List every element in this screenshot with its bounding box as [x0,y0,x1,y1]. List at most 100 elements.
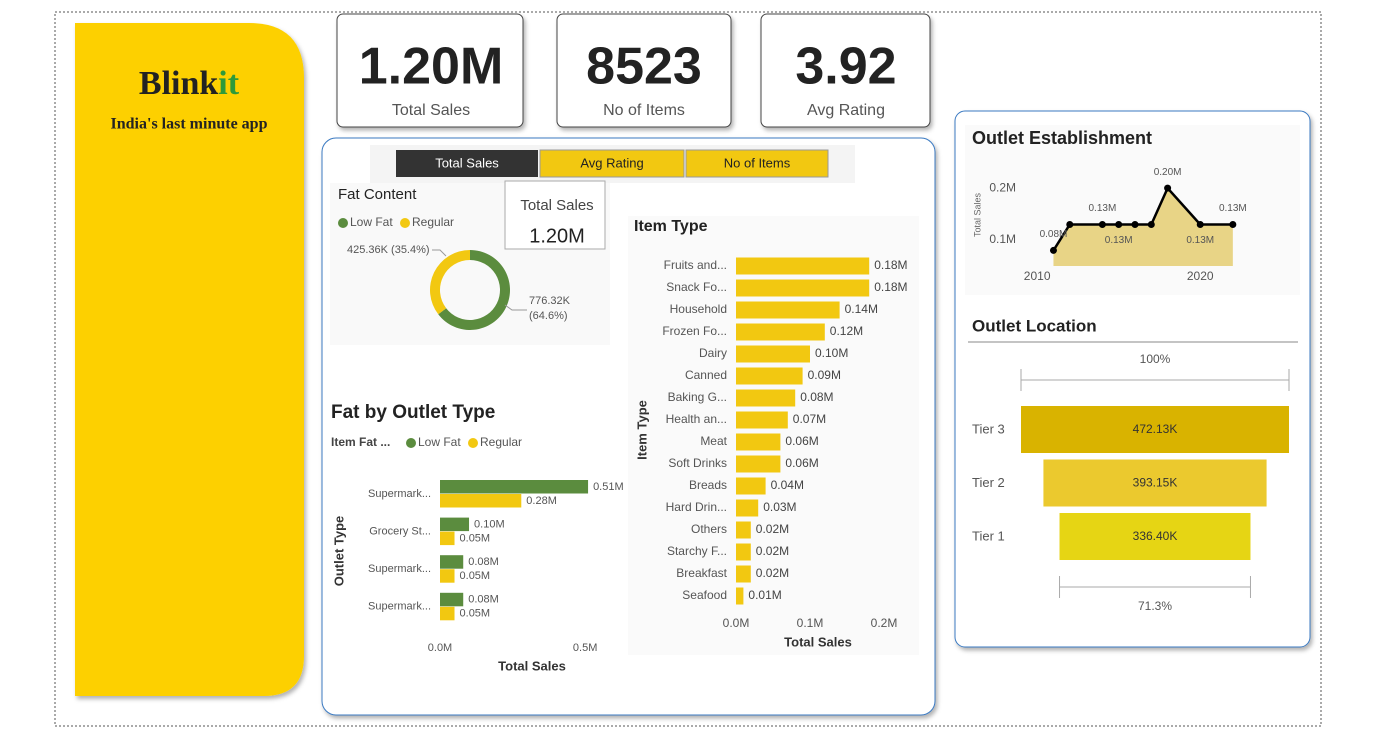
kpi-card [760,13,931,128]
data-label: 0.13M [1105,235,1133,246]
button-label[interactable]: Avg Rating [580,155,643,170]
data-label: 0.13M [1088,203,1116,214]
y-tick-label: Dairy [699,346,727,360]
point [1066,220,1074,228]
card-value: 1.20M [529,225,585,247]
x-tick-label: 0.5M [573,642,597,654]
funnel-bar [1021,406,1289,453]
data-label: 0.08M [1040,229,1068,240]
y-tick-label: Household [670,302,727,316]
kpi-card [336,13,524,128]
bar [736,433,781,451]
x-tick-label: 2020 [1187,269,1214,283]
bar [440,569,455,583]
x-axis-label: Total Sales [498,658,566,673]
data-label: 0.20M [1154,167,1182,178]
y-tick-label: 0.1M [989,232,1016,246]
card [504,180,606,250]
chart-title: Outlet Location [972,316,1097,335]
point [1147,220,1155,228]
y-tick-label: Grocery St... [369,526,431,538]
category-label: Tier 2 [972,475,1005,490]
funnel-bar [1043,459,1267,507]
bar [736,279,870,297]
bar [736,301,840,319]
y-axis-label: Total Sales [972,192,982,237]
data-label: 0.02M [756,566,789,580]
y-tick-label: Meat [700,434,727,448]
legend-label: Regular [480,435,522,449]
x-tick-label: 0.0M [723,616,750,630]
brand-part: Blink [139,65,218,102]
data-label: 0.18M [874,280,907,294]
data-label: 0.10M [815,346,848,360]
leader-line [504,304,527,311]
legend-dot [468,438,478,448]
x-tick-label: 0.0M [428,642,452,654]
data-label: 0.51M [593,481,624,493]
legend-title: Item Fat ... [331,435,390,449]
data-label: 0.07M [793,412,826,426]
button[interactable] [396,150,538,177]
bar [440,555,464,569]
bar [440,517,470,532]
point [1115,220,1123,228]
data-label: 472.13K [1133,422,1178,436]
data-label: 0.05M [460,608,491,620]
bar [736,499,759,517]
data-label: 0.18M [874,258,907,272]
button[interactable] [685,149,829,178]
data-label: 0.14M [845,302,878,316]
legend-label: Regular [412,215,454,229]
kpi-label: No of Items [603,102,685,119]
chart-title: Outlet Establishment [972,128,1152,148]
data-label: 0.02M [756,522,789,536]
x-tick-label: 0.1M [797,616,824,630]
y-tick-label: Soft Drinks [668,456,727,470]
chart-title: Fat by Outlet Type [331,402,495,423]
brand-name: Blinkit [139,65,240,102]
y-tick-label: Hard Drin... [666,500,727,514]
y-tick-label: Starchy F... [667,544,727,558]
y-tick-label: Seafood [682,588,727,602]
card-label: Total Sales [520,197,593,214]
page-border [54,11,1322,727]
data-label: 0.06M [785,456,818,470]
kpi-label: Avg Rating [807,102,885,119]
x-tick-label: 0.2M [871,616,898,630]
kpi-label: Total Sales [392,102,470,119]
funnel-top-label: 100% [1140,352,1171,366]
point [1049,246,1057,254]
bar [736,389,796,407]
data-label: 336.40K [1133,529,1178,543]
point [1229,220,1237,228]
bar [736,345,810,363]
data-label: 0.08M [468,594,499,606]
data-label: 0.08M [800,390,833,404]
data-label: 0.12M [830,324,863,338]
button-label[interactable]: Total Sales [435,155,499,170]
bar [736,587,744,605]
bar [440,606,455,621]
data-label: 0.02M [756,544,789,558]
y-tick-label: Others [691,522,727,536]
y-tick-label: Fruits and... [664,258,727,272]
bar [440,494,522,508]
point [1098,220,1106,228]
y-tick-label: Supermark... [368,563,431,575]
button-label[interactable]: No of Items [724,155,791,170]
button[interactable] [539,149,685,178]
point [1164,184,1172,192]
data-label: 0.28M [526,495,557,507]
category-label: Tier 1 [972,528,1005,543]
y-tick-label: Canned [685,368,727,382]
y-tick-label: Snack Fo... [666,280,727,294]
category-label: Tier 3 [972,421,1005,436]
data-label: 0.04M [771,478,804,492]
y-tick-label: Supermark... [368,488,431,500]
bar [736,521,751,539]
bar [440,480,589,494]
point [1196,220,1204,228]
